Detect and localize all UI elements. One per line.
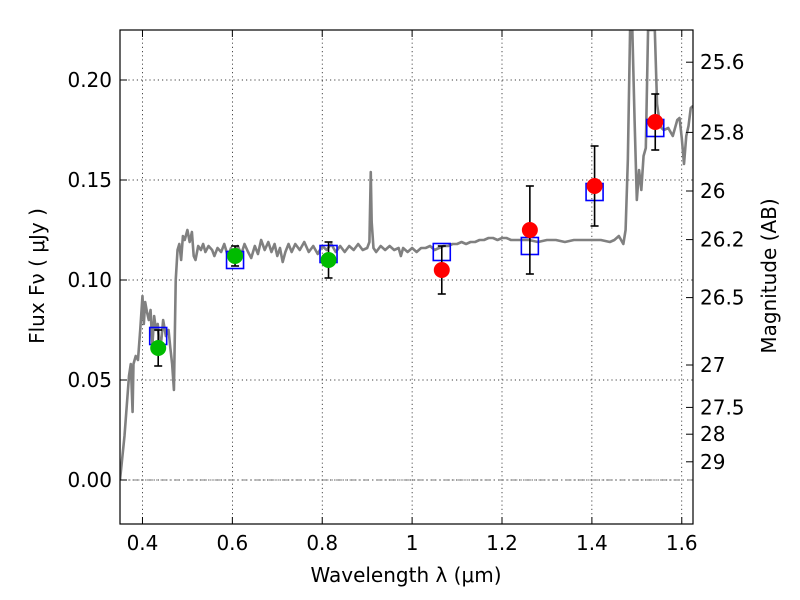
mag-tick-label: 25.6 [700,50,745,74]
x-axis-label: Wavelength λ (μm) [310,563,501,587]
optical-point [150,340,167,356]
y-tick-label: 0.20 [67,68,112,92]
mag-tick-label: 27 [700,353,725,377]
mag-tick-label: 29 [700,450,725,474]
x-tick-label: 1.4 [576,531,608,555]
grid-lines [120,30,693,524]
plot-frame [119,29,694,525]
y-axis-label: Flux Fν ( μJy ) [25,208,49,344]
nir-point [433,262,450,278]
x-tick-label: 0.8 [306,531,338,555]
y-axis-right-label: Magnitude (AB) [757,198,781,353]
mag-tick-label: 28 [700,422,725,446]
optical-point [227,248,244,264]
spectrum-line [120,30,693,481]
axis-ticks: 0.4 0.6 0.8 1 1.2 1.4 1.6 0.00 0.05 0.10 0.15 0.20 2… [67,30,745,555]
mag-tick-label: 25.8 [700,120,745,144]
mag-tick-label: 26.5 [700,286,745,310]
data-layer [120,30,693,481]
mag-tick-label: 26.2 [700,228,745,252]
y-tick-label: 0.15 [67,168,112,192]
x-tick-label: 1.2 [486,531,518,555]
nir-point [586,178,603,194]
y-tick-label: 0.10 [67,268,112,292]
x-tick-label: 1 [406,531,419,555]
mag-tick-label: 27.5 [700,395,745,419]
axes-frame [119,29,694,525]
mag-tick-label: 26 [700,179,725,203]
x-tick-label: 1.6 [666,531,698,555]
y-tick-label: 0.05 [67,368,112,392]
x-tick-label: 0.4 [127,531,159,555]
plot-area [120,30,693,481]
nir-point [521,222,538,238]
optical-point [320,252,337,268]
nir-point [647,114,664,130]
x-tick-label: 0.6 [216,531,248,555]
y-tick-label: 0.00 [67,468,112,492]
